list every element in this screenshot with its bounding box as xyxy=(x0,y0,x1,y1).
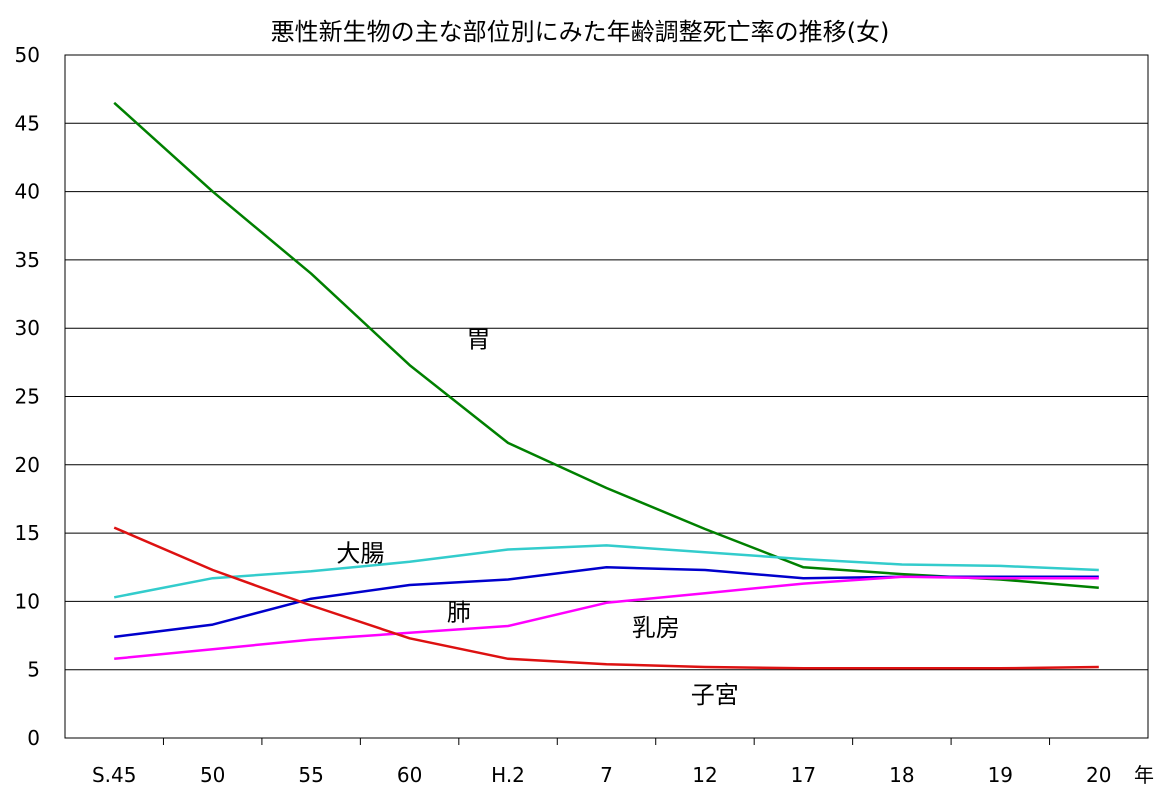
x-tick-label: 18 xyxy=(889,763,914,787)
series-lines xyxy=(113,101,1099,670)
x-tick-label: 55 xyxy=(298,763,323,787)
gridlines xyxy=(65,122,1148,671)
y-tick-label: 5 xyxy=(27,658,40,682)
series-label: 胃 xyxy=(467,326,491,354)
y-tick-label: 35 xyxy=(15,248,40,272)
x-axis-label: 年 xyxy=(1134,763,1154,787)
series-line xyxy=(113,544,1099,599)
x-tick-label: 20 xyxy=(1086,763,1111,787)
y-tick-label: 25 xyxy=(15,385,40,409)
x-tick-label: S.45 xyxy=(92,763,137,787)
y-tick-label: 30 xyxy=(15,316,40,340)
series-label: 肺 xyxy=(447,598,471,626)
series-label: 子宮 xyxy=(691,681,739,709)
x-tick-label: H.2 xyxy=(491,763,525,787)
series-label: 乳房 xyxy=(632,614,680,642)
y-tick-label: 45 xyxy=(15,111,40,135)
x-tick-label: 17 xyxy=(791,763,816,787)
series-line xyxy=(113,526,1099,670)
y-tick-label: 15 xyxy=(15,521,40,545)
x-tick-label: 19 xyxy=(988,763,1013,787)
chart-title: 悪性新生物の主な部位別にみた年齢調整死亡率の推移(女) xyxy=(271,18,890,46)
x-tick-label: 12 xyxy=(692,763,717,787)
x-axis: S.45 50 55 60 H.2 7 12 17 18 19 20 xyxy=(92,738,1111,787)
series-label: 大腸 xyxy=(336,540,384,568)
y-tick-label: 20 xyxy=(15,453,40,477)
x-tick-label: 60 xyxy=(397,763,422,787)
x-tick-label: 50 xyxy=(200,763,225,787)
y-tick-label: 0 xyxy=(27,726,40,750)
y-axis: 0 5 10 15 20 25 30 35 40 45 50 xyxy=(15,43,40,750)
y-tick-label: 10 xyxy=(15,589,40,613)
x-tick-label: 7 xyxy=(600,763,613,787)
y-tick-label: 40 xyxy=(15,180,40,204)
series-line xyxy=(114,575,1099,661)
y-tick-label: 50 xyxy=(15,43,40,67)
